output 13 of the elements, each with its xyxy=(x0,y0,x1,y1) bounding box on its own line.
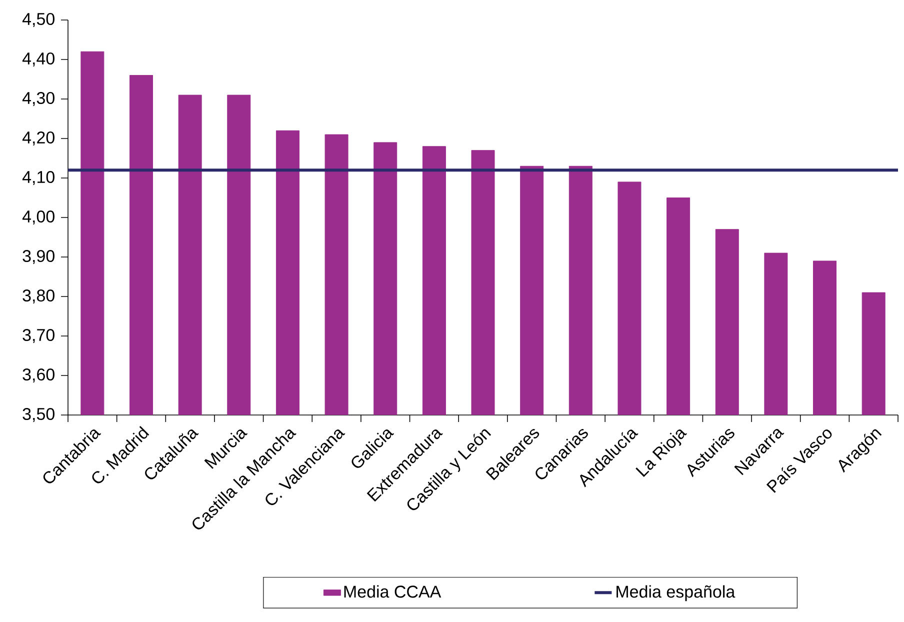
y-tick-label: 4,20 xyxy=(22,131,54,146)
y-tick-label: 4,50 xyxy=(22,12,54,28)
y-tick-label: 3,70 xyxy=(22,328,54,344)
y-tick-label: 3,80 xyxy=(22,289,54,304)
y-tick-label: 3,50 xyxy=(22,408,54,422)
legend-label: Media CCAA xyxy=(344,585,442,598)
y-tick-label: 3,90 xyxy=(22,250,54,264)
legend-label: Media española xyxy=(616,585,736,602)
y-tick-label: 3,60 xyxy=(22,368,54,383)
y-tick-label: 4,00 xyxy=(22,210,54,225)
y-tick-label: 4,40 xyxy=(22,52,54,67)
y-tick-label: 4,10 xyxy=(22,170,54,186)
y-tick-label: 4,30 xyxy=(22,92,54,106)
